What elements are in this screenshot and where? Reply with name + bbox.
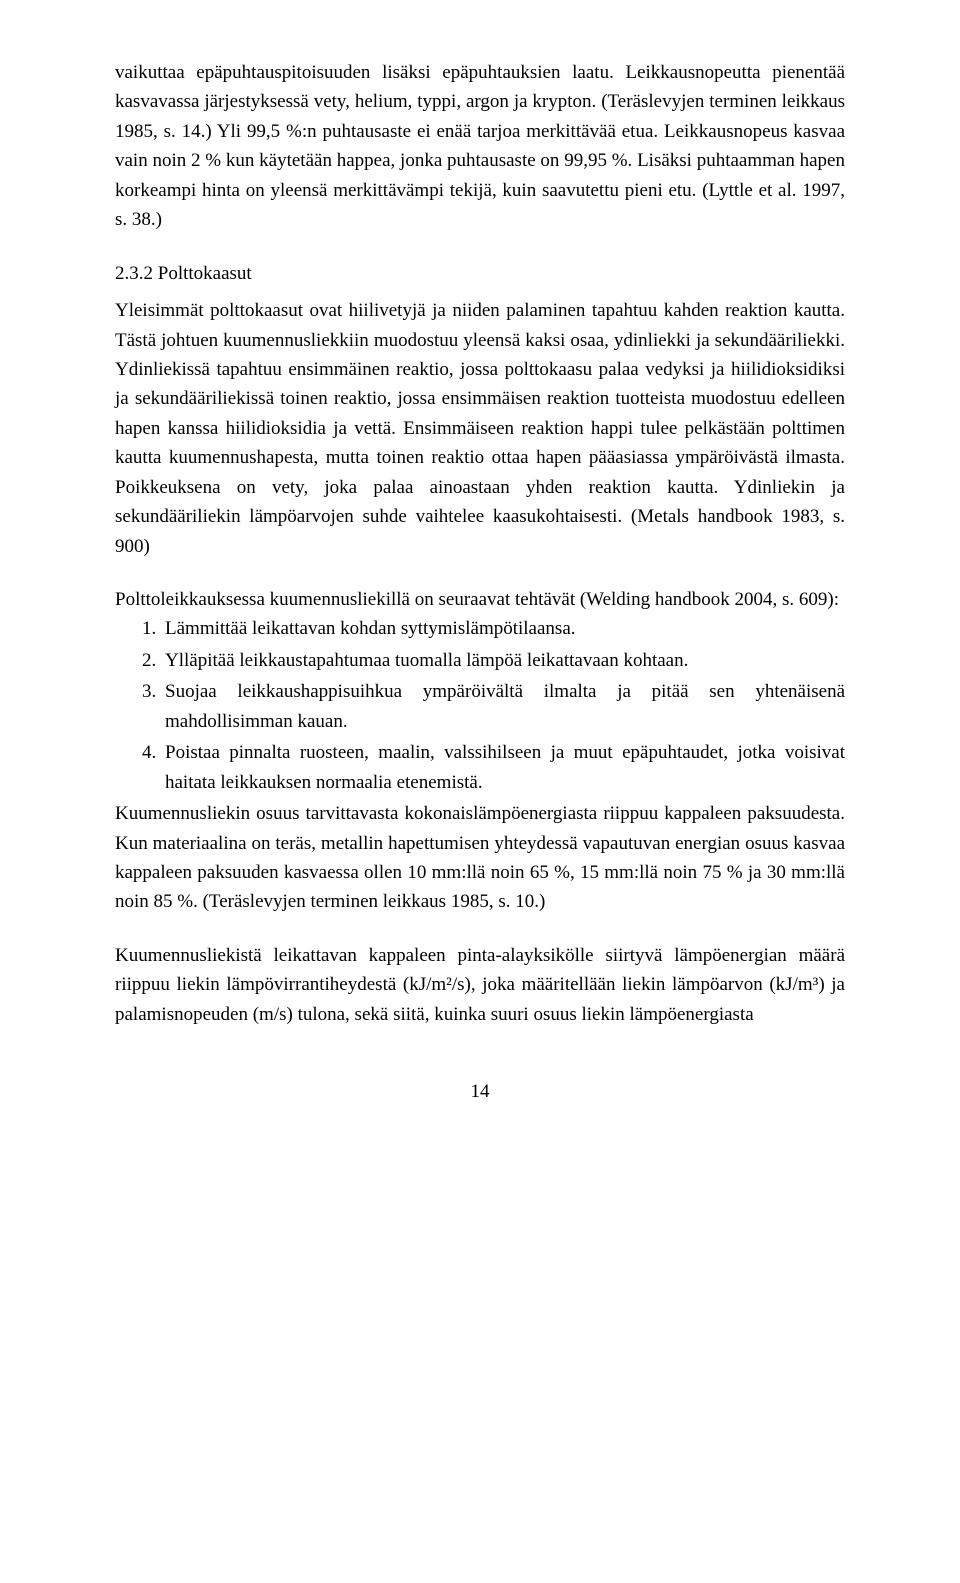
paragraph-1: vaikuttaa epäpuhtauspitoisuuden lisäksi …	[115, 58, 845, 235]
section-heading-2-3-2: 2.3.2 Polttokaasut	[115, 259, 845, 288]
list-item: Suojaa leikkaushappisuihkua ympäröivältä…	[161, 677, 845, 736]
list-item: Lämmittää leikattavan kohdan syttymisläm…	[161, 614, 845, 643]
page-number: 14	[115, 1077, 845, 1106]
numbered-list: Lämmittää leikattavan kohdan syttymisläm…	[115, 614, 845, 797]
paragraph-2: Yleisimmät polttokaasut ovat hiilivetyjä…	[115, 296, 845, 561]
list-item: Poistaa pinnalta ruosteen, maalin, valss…	[161, 738, 845, 797]
document-page: vaikuttaa epäpuhtauspitoisuuden lisäksi …	[0, 0, 960, 1583]
list-item: Ylläpitää leikkaustapahtumaa tuomalla lä…	[161, 646, 845, 675]
paragraph-3-intro: Polttoleikkauksessa kuumennusliekillä on…	[115, 585, 845, 614]
paragraph-4: Kuumennusliekistä leikattavan kappaleen …	[115, 941, 845, 1029]
paragraph-3-body: Kuumennusliekin osuus tarvittavasta koko…	[115, 799, 845, 917]
